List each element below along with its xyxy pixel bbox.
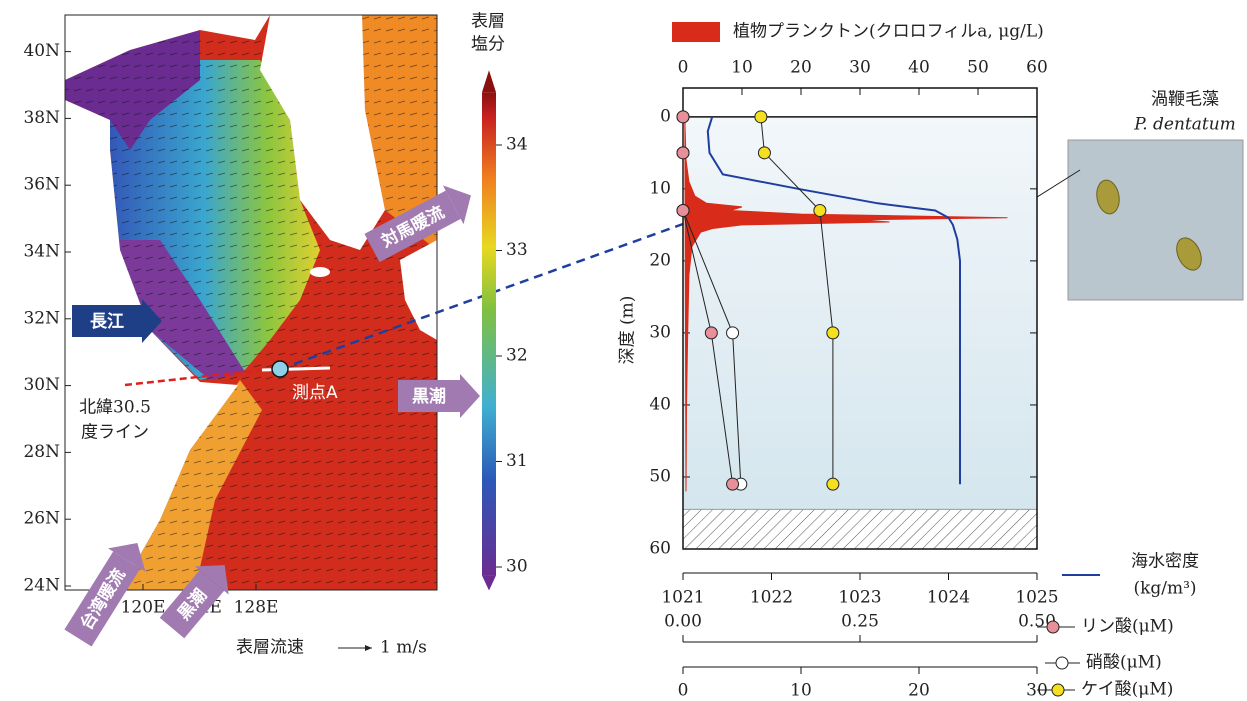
lat-tick-label: 24N: [23, 576, 60, 596]
station-marker: [272, 361, 288, 377]
x-tick-label: 20: [790, 58, 812, 78]
colorbar-arrow: [482, 70, 496, 92]
seafloor: [683, 509, 1037, 549]
colorbar-tick-label: 30: [506, 557, 528, 577]
current-label: 長江: [90, 312, 124, 332]
nutrient-point: [677, 204, 689, 216]
colorbar-tick-label: 33: [506, 240, 528, 260]
line-label: 北緯30.5: [79, 398, 151, 418]
current-label: 黒潮: [412, 386, 446, 407]
x-tick-label: 30: [849, 58, 871, 78]
colorbar: [482, 92, 496, 575]
x-tick-label: 10: [731, 58, 753, 78]
legend-label: リン酸(μM): [1081, 617, 1174, 637]
photo: [1068, 140, 1243, 300]
legend-label: 植物プランクトン(クロロフィルa, μg/L): [733, 22, 1044, 42]
nutrient-point: [827, 327, 839, 339]
x-tick-label: 50: [967, 58, 989, 78]
colorbar-title: 塩分: [471, 35, 505, 55]
legend-swatch: [672, 22, 720, 42]
legend-label: 海水密度: [1131, 552, 1199, 572]
nutrient-point: [814, 204, 826, 216]
x-tick-label: 20: [908, 681, 930, 701]
colorbar-tick-label: 34: [506, 135, 528, 155]
x-tick-label: 0: [678, 681, 689, 701]
island: [310, 267, 330, 277]
lat-tick-label: 36N: [23, 175, 60, 195]
legend-marker: [1047, 621, 1059, 633]
nutrient-point: [677, 111, 689, 123]
water: [683, 117, 1037, 510]
nutrient-point: [758, 147, 770, 159]
colorbar-tick-label: 32: [506, 346, 528, 366]
y-tick-label: 0: [660, 106, 671, 126]
x-tick-label: 0.00: [664, 612, 702, 632]
scale-label: 1 m/s: [380, 638, 427, 658]
legend-marker: [1052, 684, 1064, 696]
lat-tick-label: 30N: [23, 375, 60, 395]
legend-label: 硝酸(μM): [1086, 653, 1162, 673]
legend-label: ケイ酸(μM): [1081, 680, 1173, 700]
nutrient-point: [755, 111, 767, 123]
colorbar-title: 表層: [471, 12, 505, 32]
x-tick-label: 0.25: [841, 612, 879, 632]
x-tick-label: 1022: [750, 588, 793, 608]
figure: 測点A 北緯30.5 度ライン 表層流速 1 m/s 表層 塩分 植物プランクト…: [0, 0, 1247, 701]
nutrient-point: [827, 478, 839, 490]
lat-tick-label: 32N: [23, 308, 60, 328]
nutrient-point: [705, 327, 717, 339]
lat-tick-label: 28N: [23, 442, 60, 462]
x-tick-label: 40: [908, 58, 930, 78]
legend-label: (kg/m³): [1133, 579, 1196, 599]
lon-tick-label: 128E: [234, 598, 279, 618]
colorbar-tick-label: 31: [506, 451, 528, 471]
x-tick-label: 60: [1026, 58, 1048, 78]
x-tick-label: 1025: [1015, 588, 1058, 608]
lat-tick-label: 40N: [23, 41, 60, 61]
lat-tick-label: 26N: [23, 509, 60, 529]
colorbar-arrow: [482, 575, 496, 590]
legend-marker: [1056, 657, 1068, 669]
y-tick-label: 20: [649, 250, 671, 270]
lat-tick-label: 34N: [23, 242, 60, 262]
annotation-title: 渦鞭毛藻: [1151, 90, 1219, 110]
y-axis-title: 深度 (m): [618, 296, 638, 365]
scale-arrow-head: [365, 645, 372, 651]
lat-tick-label: 38N: [23, 108, 60, 128]
x-tick-label: 1021: [661, 588, 704, 608]
annotation-species: P. dentatum: [1133, 115, 1236, 135]
x-tick-label: 1024: [927, 588, 970, 608]
y-tick-label: 50: [649, 466, 671, 486]
nutrient-point: [677, 147, 689, 159]
nutrient-point: [727, 327, 739, 339]
velocity-label: 表層流速: [236, 638, 304, 658]
y-tick-label: 10: [649, 178, 671, 198]
nutrient-point: [727, 478, 739, 490]
y-tick-label: 40: [649, 394, 671, 414]
y-tick-label: 60: [649, 539, 671, 559]
y-tick-label: 30: [649, 322, 671, 342]
x-tick-label: 10: [790, 681, 812, 701]
x-tick-label: 1023: [838, 588, 881, 608]
x-tick-label: 0: [678, 58, 689, 78]
arrow-head: [460, 374, 480, 418]
current-arrow: 黒潮: [398, 374, 480, 418]
station-label: 測点A: [292, 383, 338, 403]
line-label: 度ライン: [81, 423, 149, 443]
lon-tick-label: 120E: [121, 598, 166, 618]
map: 測点A 北緯30.5 度ライン 表層流速 1 m/s 表層 塩分: [65, 12, 683, 658]
page: { "map": { "lat_ticks": [{"value":24,"la…: [0, 0, 1247, 701]
